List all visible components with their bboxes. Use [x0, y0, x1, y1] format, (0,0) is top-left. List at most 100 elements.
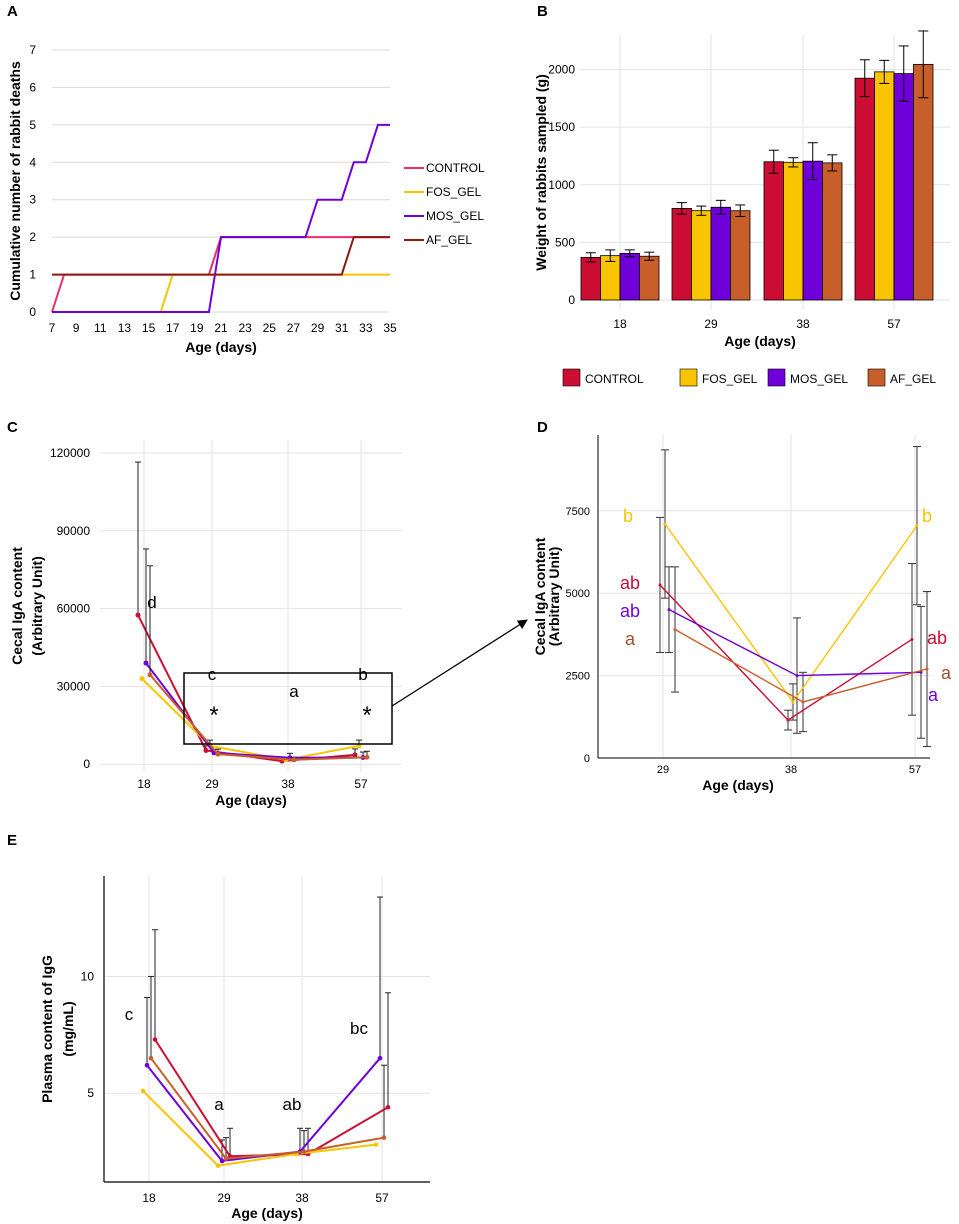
bar-fos-gel-57 — [874, 71, 895, 301]
x-axis-title-d: Age (days) — [702, 777, 774, 793]
y-tick-a-7: 7 — [29, 43, 36, 57]
point-e-fos-gel-29 — [215, 1163, 221, 1168]
asterisk-c-29: * — [209, 702, 218, 729]
bar-mos-gel-18 — [619, 252, 640, 301]
point-e-mos-gel-29 — [219, 1158, 225, 1164]
letter-c-18: d — [147, 593, 156, 612]
x-tick-a-23: 23 — [238, 321, 252, 335]
bar-af-gel-38 — [822, 162, 843, 301]
x-tick-d-38: 38 — [785, 764, 797, 776]
panel-label-d: D — [537, 419, 548, 436]
series-line-e-mos-gel — [146, 1057, 381, 1163]
point-d-mos-gel-38 — [795, 674, 799, 678]
y-tick-e-10: 10 — [81, 969, 95, 983]
point-e-af-gel-29 — [223, 1156, 229, 1161]
legend-label-a-af-gel: AF_GEL — [426, 233, 472, 247]
x-tick-a-13: 13 — [118, 321, 132, 335]
point-c-af-gel-18 — [147, 672, 153, 678]
bar-control-38 — [763, 161, 784, 301]
y-tick-d-5000: 5000 — [566, 588, 590, 600]
x-tick-a-15: 15 — [142, 321, 156, 335]
y-tick-a-0: 0 — [29, 305, 36, 319]
point-e-af-gel-18 — [148, 1055, 154, 1061]
point-c-control-57 — [352, 752, 358, 758]
x-tick-a-21: 21 — [214, 321, 228, 335]
y-axis-title2-e: (mg/mL) — [60, 1001, 76, 1056]
x-tick-c-38: 38 — [281, 777, 295, 791]
x-tick-d-29: 29 — [657, 764, 669, 776]
x-tick-a-27: 27 — [287, 321, 301, 335]
bar-fos-gel-38 — [783, 161, 804, 301]
point-c-control-29 — [203, 747, 209, 753]
x-tick-a-11: 11 — [94, 321, 107, 335]
legend-label-b-fos-gel: FOS_GEL — [702, 372, 758, 386]
y-tick-a-6: 6 — [29, 80, 36, 94]
letter-d-29-2: ab — [620, 601, 640, 621]
letter-d-29-1: ab — [620, 573, 640, 593]
series-line-a-mos-gel — [52, 123, 390, 313]
y-tick-c-90000: 90000 — [57, 524, 91, 538]
x-tick-a-25: 25 — [263, 321, 277, 335]
letter-d-57-1: ab — [927, 628, 947, 648]
letter-d-57-3: a — [941, 663, 952, 683]
x-axis-title-a: Age (days) — [185, 339, 257, 355]
x-tick-a-7: 7 — [49, 321, 56, 335]
letter-d-29-0: b — [623, 506, 633, 526]
x-tick-b-29: 29 — [704, 317, 718, 331]
letter-d-57-2: a — [928, 685, 939, 705]
zoom-arrow — [391, 619, 528, 707]
panel-b-weight-bars: 0 500 1000 1500 2000 18 29 38 57 Age (days) Weight… — [533, 30, 950, 387]
x-tick-a-17: 17 — [166, 321, 180, 335]
x-tick-c-18: 18 — [137, 777, 151, 791]
y-tick-d-0: 0 — [584, 753, 590, 765]
x-tick-b-18: 18 — [613, 317, 627, 331]
series-line-a-af-gel — [52, 236, 390, 276]
y-tick-c-0: 0 — [83, 757, 90, 771]
letter-e-57: bc — [350, 1019, 368, 1038]
bar-mos-gel-38 — [802, 160, 823, 301]
point-e-control-57 — [385, 1104, 391, 1110]
point-e-fos-gel-57 — [373, 1142, 379, 1147]
bar-control-29 — [671, 208, 692, 301]
y-tick-a-3: 3 — [29, 193, 36, 207]
letter-e-18: c — [125, 1005, 134, 1024]
y-tick-a-4: 4 — [29, 155, 36, 169]
y-axis-title-c: Cecal IgA content — [9, 547, 25, 665]
series-line-e-af-gel — [150, 1057, 385, 1160]
bar-fos-gel-29 — [691, 210, 712, 301]
letter-c-38: a — [289, 682, 299, 701]
asterisk-c-57: * — [362, 702, 371, 729]
x-tick-b-38: 38 — [796, 317, 810, 331]
y-tick-e-5: 5 — [87, 1086, 94, 1100]
legend-label-a-mos-gel: MOS_GEL — [426, 209, 484, 223]
x-tick-a-19: 19 — [190, 321, 204, 335]
series-line-c-mos-gel — [145, 662, 364, 759]
x-axis-title-b: Age (days) — [724, 333, 796, 349]
y-tick-a-1: 1 — [29, 268, 36, 282]
bar-control-57 — [854, 77, 875, 301]
legend-label-b-mos-gel: MOS_GEL — [790, 372, 848, 386]
point-c-mos-gel-18 — [143, 660, 149, 666]
series-line-c-fos-gel — [141, 677, 360, 761]
point-e-af-gel-38 — [301, 1149, 307, 1154]
y-tick-c-60000: 60000 — [57, 602, 91, 616]
series-line-d-control — [659, 584, 913, 722]
bar-mos-gel-29 — [710, 206, 731, 301]
x-tick-a-31: 31 — [335, 321, 349, 335]
y-tick-d-7500: 7500 — [566, 506, 590, 518]
bar-fos-gel-18 — [600, 255, 621, 301]
legend-label-b-control: CONTROL — [585, 372, 644, 386]
point-d-control-57 — [910, 637, 914, 641]
point-e-mos-gel-57 — [377, 1055, 383, 1061]
x-tick-a-33: 33 — [359, 321, 373, 335]
letter-d-29-3: a — [625, 629, 636, 649]
legend-label-a-control: CONTROL — [426, 161, 485, 175]
legend-swatch-b-af-gel — [867, 368, 886, 387]
point-d-fos-gel-57 — [915, 524, 919, 528]
x-tick-e-57: 57 — [375, 1191, 389, 1205]
y-tick-b-1000: 1000 — [548, 178, 575, 192]
y-tick-d-2500: 2500 — [566, 671, 590, 683]
y-axis-title-a: Cumulative number of rabbit deaths — [7, 61, 23, 301]
x-tick-e-29: 29 — [217, 1191, 231, 1205]
